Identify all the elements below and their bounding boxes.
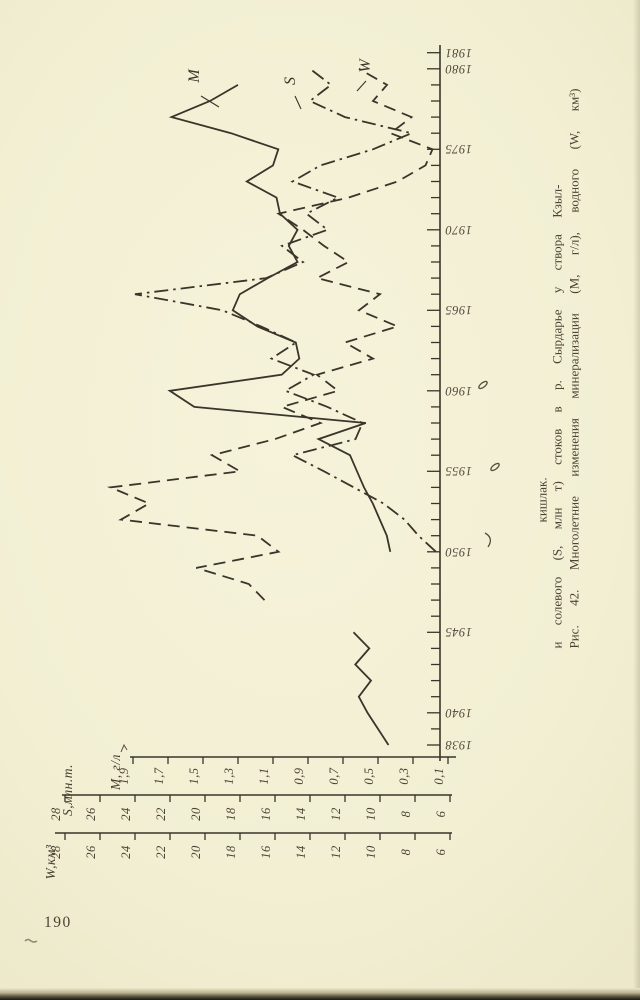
figure-caption-line1: Рис. 42. Многолетние изменения минерализ…	[566, 88, 582, 649]
ink-mark	[478, 380, 488, 390]
axis-title-salt-flow: S,млн.т.	[60, 764, 75, 816]
curve-label-water-flow: W	[357, 59, 374, 73]
curve-label-salt-flow: S	[282, 77, 299, 85]
ink-mark	[120, 743, 128, 753]
curve-salt-flow	[134, 68, 437, 553]
axis-title-mineralization: М, г/л	[108, 754, 123, 790]
page-edge-shadow-right	[633, 0, 640, 1000]
leader-m	[200, 95, 220, 108]
curve-mineralization	[167, 84, 392, 552]
curve-water-flow	[107, 68, 434, 601]
figure-caption-line2: и солевого (S, млн т) стоков в р. Сырдар…	[549, 184, 565, 649]
page-number: 190	[44, 914, 72, 931]
figure-caption-line3: кишлак.	[534, 477, 550, 523]
axis-title-water-flow: W,км³	[43, 844, 58, 880]
leader-s	[294, 95, 302, 110]
ink-mark	[484, 532, 492, 548]
curve-mineralization	[352, 631, 390, 746]
curve-label-mineralization: М	[186, 69, 203, 83]
ink-mark	[490, 462, 500, 472]
leader-w	[356, 80, 367, 92]
page-edge-shadow-bottom	[0, 988, 640, 1000]
ink-mark	[24, 938, 38, 943]
